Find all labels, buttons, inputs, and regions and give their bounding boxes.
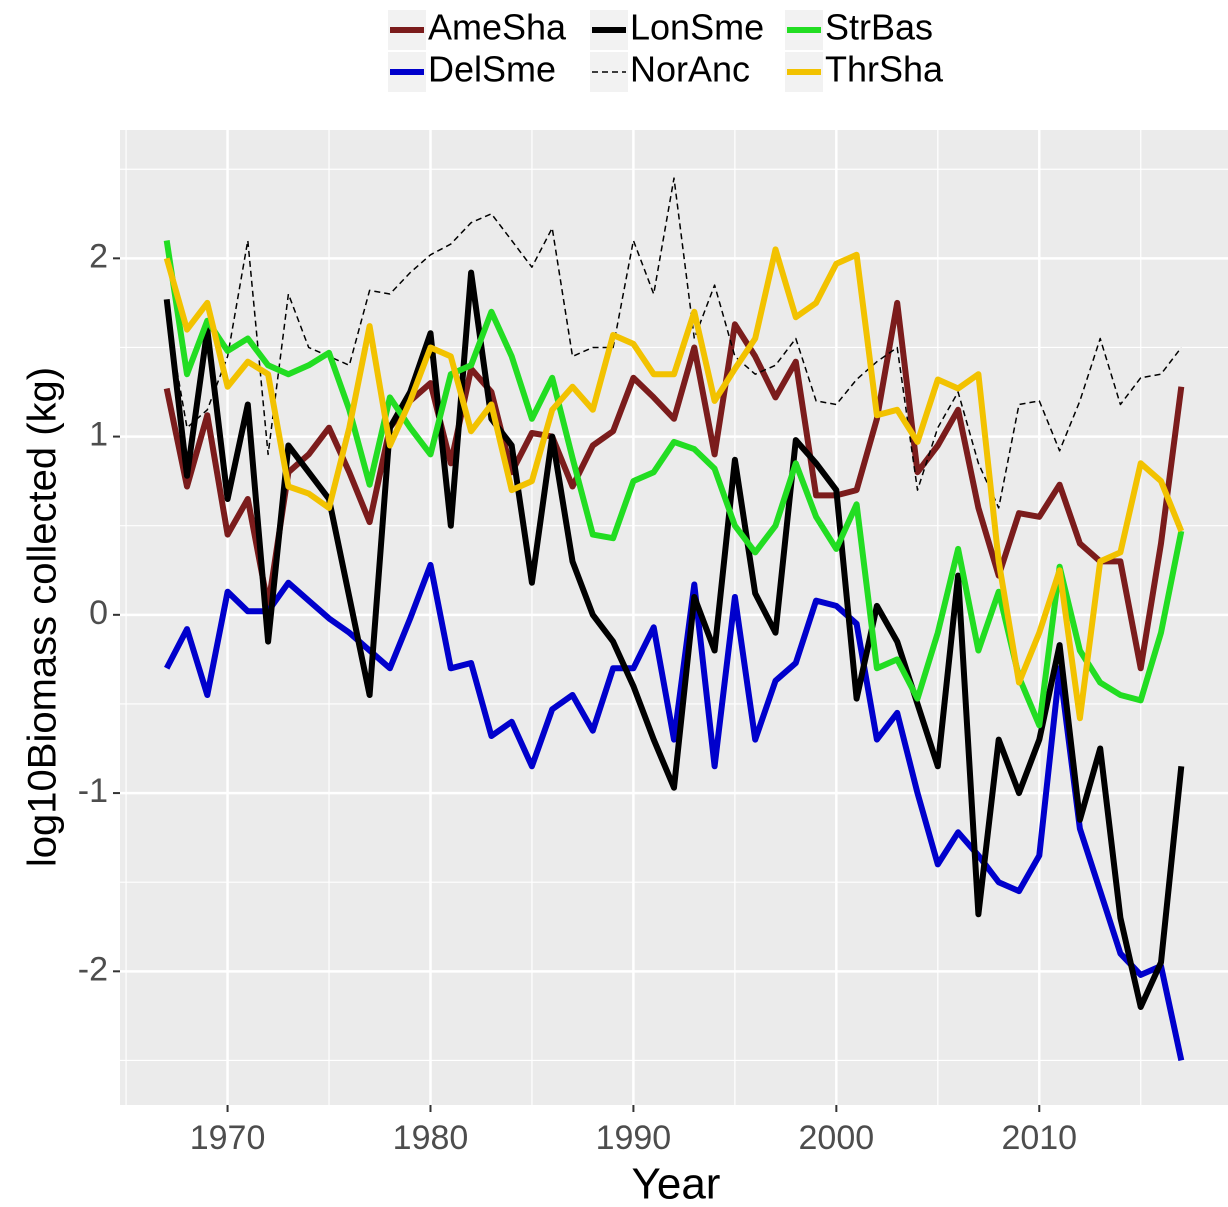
y-tick-label: -1	[78, 772, 108, 810]
x-axis-title: Year	[632, 1160, 721, 1207]
panel-background	[120, 130, 1228, 1105]
y-axis-title: log10Biomass collected (kg)	[21, 367, 65, 867]
series-line	[165, 177, 1182, 509]
series-line	[164, 561, 1185, 1062]
y-tick-label: 1	[89, 416, 108, 454]
legend-label: LonSme	[630, 7, 764, 48]
y-tick-label: 2	[89, 237, 108, 275]
legend-label: AmeSha	[428, 7, 567, 48]
legend-label: NorAnc	[630, 49, 750, 90]
x-tick-label: 2010	[1001, 1119, 1077, 1157]
x-tick-label: 1980	[393, 1119, 469, 1157]
series-line	[163, 269, 1185, 1010]
series-line	[163, 246, 1185, 722]
series-line	[163, 299, 1185, 672]
x-tick-label: 2000	[799, 1119, 875, 1157]
x-tick-label: 1990	[596, 1119, 672, 1157]
legend-label: StrBas	[825, 7, 933, 48]
y-tick-label: -2	[78, 950, 108, 988]
legend-label: ThrSha	[825, 49, 944, 90]
y-tick-label: 0	[89, 594, 108, 632]
legend-label: DelSme	[428, 49, 556, 90]
x-tick-label: 1970	[190, 1119, 266, 1157]
